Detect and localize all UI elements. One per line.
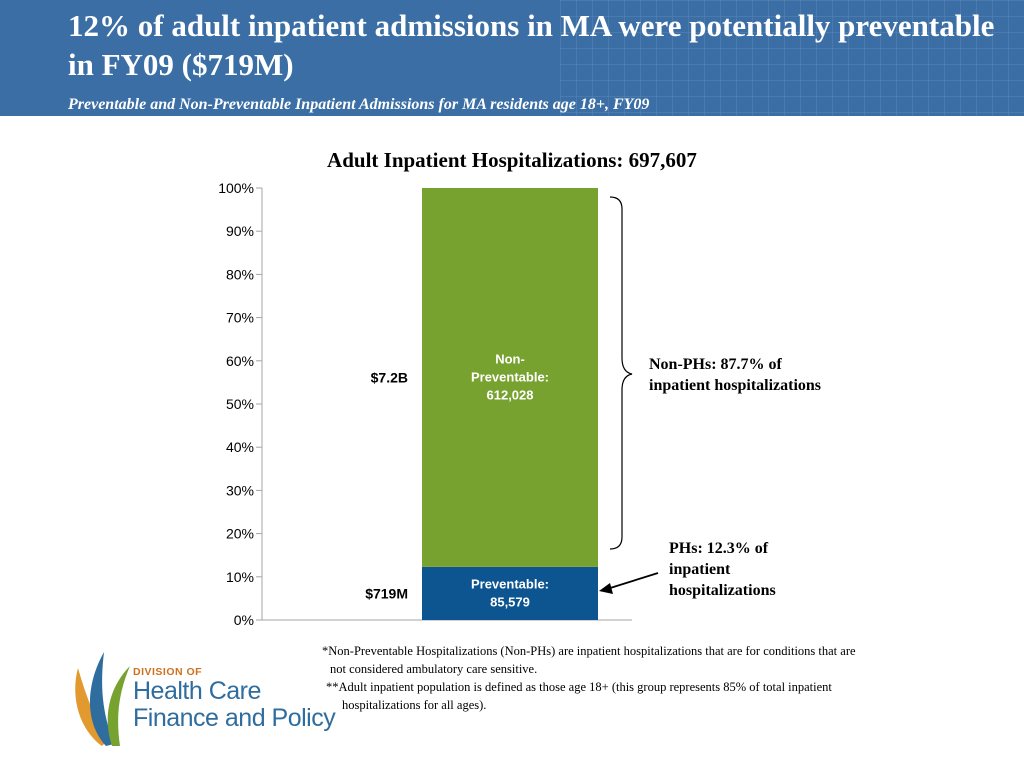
non-phs-annotation-line: inpatient hospitalizations	[649, 377, 822, 394]
y-tick-label: 0%	[234, 612, 254, 628]
preventable-cost-label: $719M	[365, 585, 408, 601]
y-tick-label: 20%	[226, 526, 254, 542]
banner-grid-pattern	[560, 0, 1024, 116]
phs-annotation-line: hospitalizations	[669, 582, 776, 599]
y-tick-label: 50%	[226, 396, 254, 412]
logo-line-2: Finance and Policy	[133, 704, 336, 732]
phs-annotation-line: inpatient	[669, 561, 731, 578]
phs-arrowhead	[599, 583, 613, 594]
footnote-line: **Adult inpatient population is defined …	[326, 680, 832, 694]
non-phs-brace	[609, 196, 633, 550]
footnote-line: hospitalizations for all ages).	[342, 698, 487, 712]
non-preventable-bar-segment	[422, 188, 598, 567]
non-preventable-segment-label: Non-	[495, 351, 525, 366]
logo: DIVISION OF Health Care Finance and Poli…	[133, 666, 336, 732]
y-tick-label: 100%	[218, 180, 254, 196]
logo-division: DIVISION OF	[133, 666, 203, 678]
chart-title: Adult Inpatient Hospitalizations: 697,60…	[327, 148, 697, 172]
y-tick-label: 70%	[226, 310, 254, 326]
non-phs-annotation: Non-PHs: 87.7% of inpatient hospitalizat…	[649, 354, 821, 396]
phs-annotation-line: PHs: 12.3% of	[669, 540, 769, 557]
y-tick-label: 60%	[226, 353, 254, 369]
logo-line-1: Health Care	[133, 677, 261, 705]
title-banner: 12% of adult inpatient admissions in MA …	[0, 0, 1024, 116]
non-preventable-cost-label: $7.2B	[371, 369, 408, 385]
annotation-graphics	[599, 196, 659, 594]
phs-annotation: PHs: 12.3% of inpatient hospitalizations	[669, 538, 776, 601]
phs-arrow-line	[606, 572, 659, 590]
preventable-segment-label: 85,579	[490, 594, 530, 609]
preventable-bar-segment	[422, 566, 598, 620]
footnote-line: not considered ambulatory care sensitive…	[330, 662, 538, 676]
y-tick-label: 10%	[226, 569, 254, 585]
footnote-line: *Non-Preventable Hospitalizations (Non-P…	[322, 644, 856, 658]
bar-segments: Preventable: 85,579 $719M Non- Preventable: 6…	[365, 188, 598, 620]
non-preventable-segment-label: Preventable:	[471, 369, 549, 384]
logo-swoosh-icon	[75, 652, 130, 746]
non-preventable-segment-label: 612,028	[487, 387, 534, 402]
page-subtitle: Preventable and Non-Preventable Inpatien…	[68, 96, 650, 113]
y-tick-label: 40%	[226, 439, 254, 455]
non-phs-annotation-line: Non-PHs: 87.7% of	[649, 356, 782, 373]
page-title: 12% of adult inpatient admissions in MA …	[68, 8, 995, 82]
y-tick-label: 80%	[226, 266, 254, 282]
y-tick-label: 90%	[226, 223, 254, 239]
preventable-segment-label: Preventable:	[471, 576, 549, 591]
footnotes: *Non-Preventable Hospitalizations (Non-P…	[322, 642, 856, 714]
y-tick-label: 30%	[226, 482, 254, 498]
